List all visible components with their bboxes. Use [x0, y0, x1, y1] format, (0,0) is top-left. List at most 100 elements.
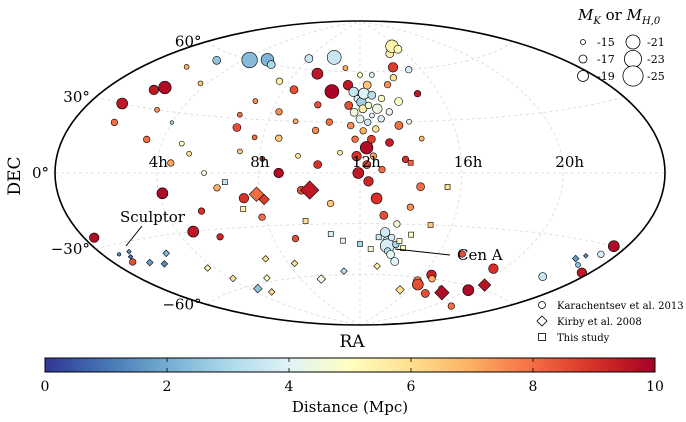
point-circle	[241, 51, 258, 69]
point-circle	[359, 127, 367, 135]
point-circle	[232, 123, 242, 132]
point-diamond	[267, 288, 276, 296]
point-circle	[237, 111, 243, 118]
point-circle	[488, 263, 499, 274]
point-circle	[213, 184, 221, 192]
point-circle	[369, 152, 378, 160]
size-legend-label: -21	[647, 36, 665, 49]
point-diamond	[248, 186, 265, 202]
point-circle	[187, 225, 199, 238]
point-circle	[405, 66, 413, 74]
point-circle	[369, 112, 375, 119]
colorbar-label: Distance (Mpc)	[292, 398, 408, 416]
point-circle	[351, 135, 359, 143]
point-circle	[169, 120, 174, 125]
sculptor-label: Sculptor	[120, 208, 186, 226]
point-circle	[311, 67, 324, 80]
point-diamond	[127, 254, 134, 260]
point-circle	[394, 97, 403, 106]
dec-tick-label: 30°	[63, 88, 90, 106]
colorbar-gradient	[44, 357, 656, 373]
point-diamond	[434, 284, 450, 301]
legend-label: Karachentsev et al. 2013	[557, 301, 684, 312]
point-circle	[575, 262, 581, 268]
point-circle	[393, 44, 403, 54]
point-diamond	[477, 278, 492, 292]
point-square	[327, 231, 334, 237]
cen-a-annotation: Cen A	[394, 246, 503, 264]
ra-gridline	[156, 21, 361, 325]
point-circle	[201, 170, 207, 176]
point-diamond	[571, 254, 580, 263]
point-circle	[292, 118, 299, 125]
point-square	[222, 179, 228, 186]
dec-gridline	[95, 223, 625, 250]
point-diamond	[126, 248, 132, 255]
dec-tick-label: −60°	[162, 296, 201, 314]
point-circle	[362, 160, 372, 169]
ra-tick-label: 16h	[454, 153, 483, 171]
ra-gridline	[359, 21, 564, 325]
size-legend-marker	[625, 34, 641, 50]
point-diamond	[300, 180, 320, 200]
point-circle	[326, 199, 335, 208]
point-circle	[143, 135, 151, 143]
point-square	[367, 246, 374, 252]
point-circle	[378, 166, 386, 174]
point-circle	[347, 122, 355, 130]
point-circle	[186, 150, 192, 157]
point-circle	[390, 257, 400, 266]
point-circle	[273, 167, 284, 179]
marker-legend: Karachentsev et al. 2013 Kirby et al. 200…	[536, 301, 684, 344]
point-circle	[352, 167, 365, 179]
size-legend-label: -25	[647, 70, 665, 83]
point-circle	[266, 60, 276, 69]
point-circle	[342, 65, 349, 71]
size-legend-marker	[577, 70, 589, 82]
point-circle	[344, 101, 354, 110]
point-square	[340, 237, 346, 244]
point-circle	[360, 141, 374, 155]
point-circle	[367, 90, 377, 100]
point-diamond	[340, 267, 348, 275]
size-legend-label: -23	[647, 53, 665, 66]
point-square	[408, 231, 415, 238]
point-circle	[291, 235, 300, 243]
point-circle	[258, 213, 266, 221]
legend-label: Kirby et al. 2008	[557, 317, 642, 328]
point-circle	[251, 134, 258, 141]
dec-tick-label: −30°	[51, 240, 90, 258]
aitoff-boundary	[54, 20, 666, 326]
point-circle	[275, 77, 284, 85]
size-legend-title: MK or MH,0	[577, 6, 661, 27]
colorbar: 0 2 4 6 8 10 Distance (Mpc)	[41, 357, 664, 416]
point-square	[427, 222, 434, 228]
point-circle	[607, 240, 620, 252]
point-circle	[355, 114, 365, 124]
ra-gridline	[359, 21, 463, 325]
point-circle	[89, 232, 100, 243]
point-circle	[156, 187, 169, 200]
dec-tick-labels: 60° 30° 0° −30° −60°	[32, 32, 202, 313]
point-circle	[197, 80, 204, 87]
dec-tick-label: 60°	[175, 32, 202, 50]
point-circle	[154, 107, 160, 113]
point-circle	[326, 50, 342, 65]
point-circle	[372, 125, 380, 133]
point-circle	[380, 227, 391, 238]
point-diamond	[160, 260, 169, 268]
point-circle	[363, 176, 374, 187]
point-circle	[372, 103, 383, 114]
sculptor-pointer-line	[125, 225, 143, 247]
point-circle	[238, 193, 249, 204]
colorbar-tick-label: 6	[407, 379, 416, 395]
point-diamond	[316, 274, 327, 284]
ra-tick-label: 20h	[555, 153, 584, 171]
point-circle	[337, 149, 343, 156]
point-diamond	[229, 274, 237, 283]
point-circle	[259, 156, 266, 162]
point-circle	[364, 118, 372, 126]
cen-a-label: Cen A	[457, 246, 503, 264]
point-circle	[458, 250, 466, 258]
point-circle	[212, 55, 221, 65]
